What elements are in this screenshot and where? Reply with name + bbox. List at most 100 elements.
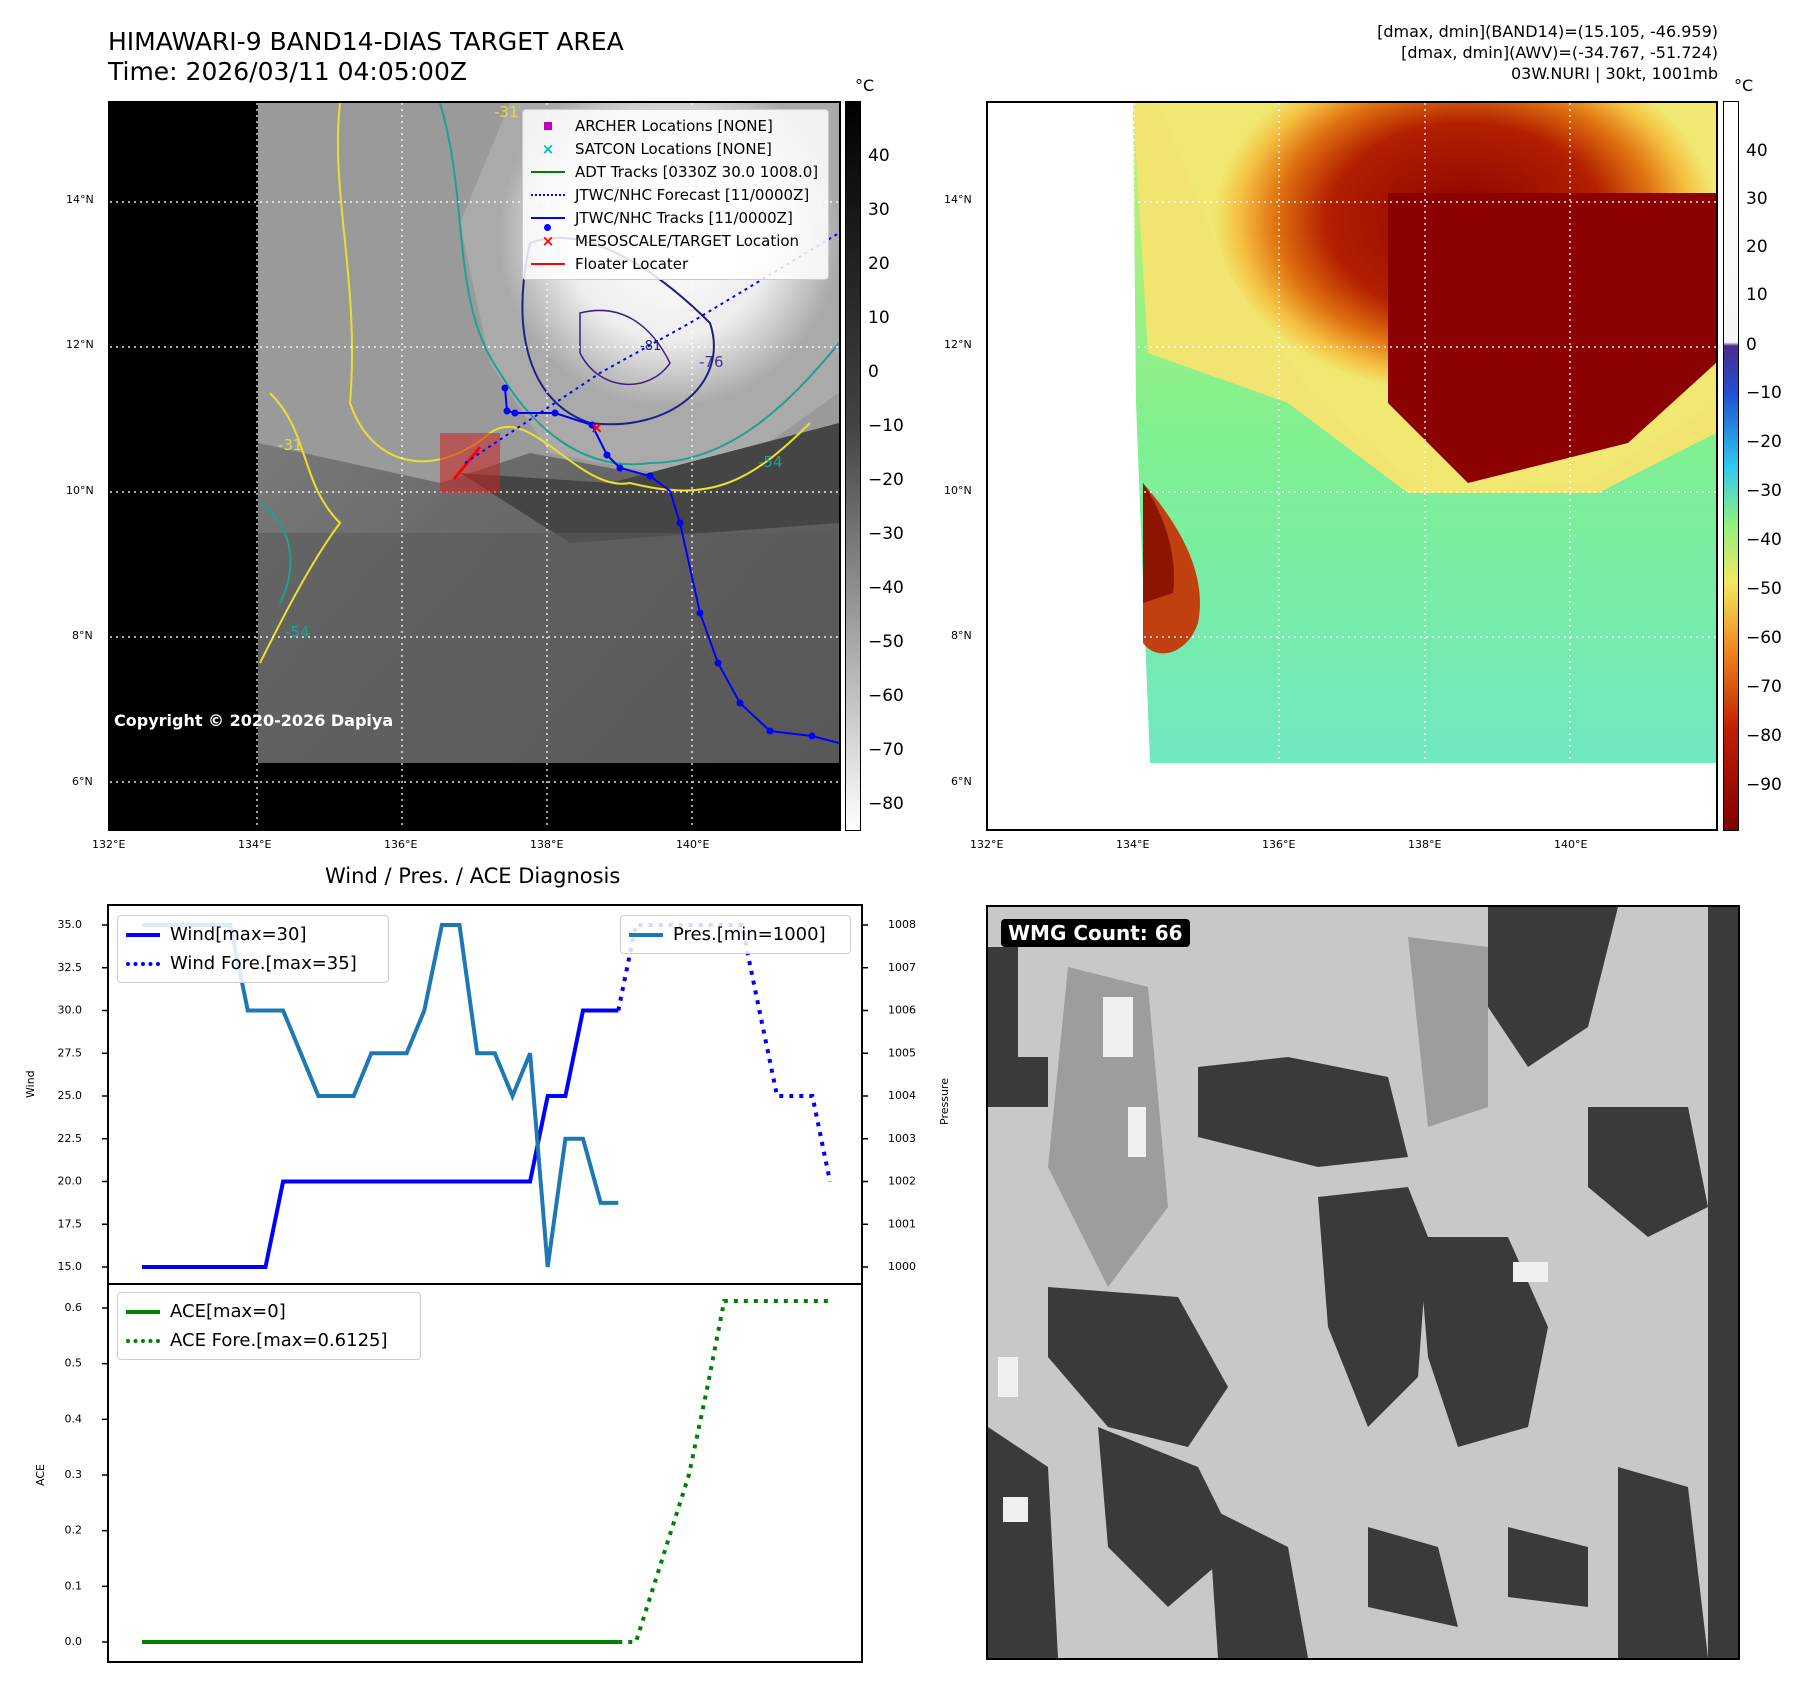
legend-item-satcon: × SATCON Locations [NONE] (531, 137, 820, 160)
legend-item-tracks: JTWC/NHC Tracks [11/0000Z] (531, 206, 820, 231)
colorbar-tick: −20 (868, 470, 904, 490)
wind-tick-label: 30.0 (58, 1004, 83, 1017)
colorbar-tick: 10 (1746, 285, 1768, 305)
colorbar-tick: −60 (1746, 628, 1782, 648)
colorbar-tick: 20 (868, 254, 890, 274)
wind-tick-label: 20.0 (58, 1175, 83, 1188)
lon-label: 132°E (92, 838, 126, 851)
lat-label: 8°N (72, 629, 93, 642)
diagnosis-title: Wind / Pres. / ACE Diagnosis (325, 864, 621, 888)
ace-axis-label: ACE (34, 1464, 47, 1486)
pressure-tick-label: 1006 (888, 1004, 916, 1017)
legend-item-wind: Wind[max=30] (126, 920, 380, 949)
lon-label: 134°E (238, 838, 272, 851)
colorbar-tick: −40 (868, 578, 904, 598)
pres-legend: Pres.[min=1000] (620, 915, 851, 954)
lon-label: 134°E (1116, 838, 1150, 851)
colorbar-unit: °C (855, 76, 875, 95)
wind-tick-label: 22.5 (58, 1132, 83, 1145)
colorbar-tick: −70 (868, 740, 904, 760)
pressure-tick-label: 1001 (888, 1217, 916, 1230)
info-awv: [dmax, dmin](AWV)=(-34.767, -51.724) (1401, 43, 1718, 62)
ace-legend: ACE[max=0] ACE Fore.[max=0.6125] (117, 1292, 421, 1360)
legend-item-ace: ACE[max=0] (126, 1297, 412, 1326)
colorbar-tick: −50 (1746, 579, 1782, 599)
lat-label: 6°N (951, 775, 972, 788)
colorbar-tick: −30 (868, 524, 904, 544)
line-icon (531, 262, 565, 265)
colorbar-awv (1723, 101, 1739, 831)
info-storm: 03W.NURI | 30kt, 1001mb (1510, 64, 1718, 83)
ace-tick-label: 0.1 (65, 1579, 83, 1592)
figure-time: Time: 2026/03/11 04:05:00Z (108, 57, 467, 86)
pressure-tick-label: 1008 (888, 918, 916, 931)
line-icon (531, 170, 565, 173)
awv-map-panel (986, 101, 1718, 831)
legend-item-wind-fore: Wind Fore.[max=35] (126, 949, 380, 978)
legend-label: JTWC/NHC Tracks [11/0000Z] (575, 208, 793, 227)
lat-label: 10°N (944, 484, 972, 497)
colorbar-tick: 0 (1746, 335, 1757, 355)
legend-label: ACE Fore.[max=0.6125] (170, 1330, 388, 1351)
line-icon (629, 932, 663, 937)
colorbar-tick: −80 (868, 794, 904, 814)
colorbar-tick: 30 (1746, 189, 1768, 209)
contour-label: -81 (640, 339, 662, 354)
colorbar-tick: 20 (1746, 237, 1768, 257)
dotted-line-icon (126, 1338, 160, 1343)
square-icon (531, 121, 565, 130)
lon-label: 140°E (676, 838, 710, 851)
wind-tick-label: 15.0 (58, 1260, 83, 1273)
legend-label: JTWC/NHC Forecast [11/0000Z] (575, 185, 810, 204)
colorbar-tick: −10 (1746, 383, 1782, 403)
pressure-tick-label: 1000 (888, 1260, 916, 1273)
lon-label: 136°E (1262, 838, 1296, 851)
legend-label: Wind[max=30] (170, 924, 307, 945)
ace-tick-label: 0.0 (65, 1635, 83, 1648)
wmg-panel: WMG Count: 66 (986, 905, 1740, 1660)
x-icon: × (541, 139, 555, 158)
ace-tick-label: 0.3 (65, 1468, 83, 1481)
ace-forecast-line (618, 1299, 830, 1644)
legend-label: Wind Fore.[max=35] (170, 953, 357, 974)
legend-label: Floater Locater (575, 254, 689, 273)
line-dot-icon (531, 216, 565, 231)
legend-label: ARCHER Locations [NONE] (575, 116, 773, 135)
lon-label: 138°E (530, 838, 564, 851)
contour-label: -31 (494, 103, 519, 121)
ace-tick-label: 0.4 (65, 1412, 83, 1425)
lon-label: 132°E (970, 838, 1004, 851)
wind-tick-label: 17.5 (58, 1217, 83, 1230)
line-icon (126, 1309, 160, 1314)
pressure-axis-label: Pressure (938, 1078, 951, 1125)
lat-label: 6°N (72, 775, 93, 788)
wind-legend: Wind[max=30] Wind Fore.[max=35] (117, 915, 389, 983)
line-icon (126, 932, 160, 937)
ace-tick-label: 0.6 (65, 1301, 83, 1314)
colorbar-tick: 40 (1746, 141, 1768, 161)
pressure-tick-label: 1005 (888, 1046, 916, 1059)
wind-axis-label: Wind (24, 1070, 37, 1098)
lon-label: 138°E (1408, 838, 1442, 851)
colorbar-tick: 40 (868, 146, 890, 166)
colorbar-unit: °C (1734, 76, 1754, 95)
wind-tick-label: 25.0 (58, 1089, 83, 1102)
info-band14: [dmax, dmin](BAND14)=(15.105, -46.959) (1377, 22, 1718, 41)
colorbar-tick: −90 (1746, 775, 1782, 795)
legend-item-pres: Pres.[min=1000] (629, 920, 842, 949)
dotted-line-icon (531, 193, 565, 196)
wind-tick-label: 32.5 (58, 961, 83, 974)
contour-label: -54 (758, 453, 783, 471)
ace-tick-label: 0.2 (65, 1524, 83, 1537)
lat-label: 14°N (66, 193, 94, 206)
colorbar-tick: −10 (868, 416, 904, 436)
wmg-image (988, 907, 1738, 1658)
legend-item-ace-fore: ACE Fore.[max=0.6125] (126, 1326, 412, 1355)
lon-label: 136°E (384, 838, 418, 851)
diagnosis-chart: 35.0 32.5 30.0 27.5 25.0 22.5 20.0 17.5 15.0 1008… (58, 904, 916, 1663)
pressure-tick-label: 1004 (888, 1089, 916, 1102)
wind-tick-label: 35.0 (58, 918, 83, 931)
diagnosis-frame (107, 904, 863, 1663)
legend-item-archer: ARCHER Locations [NONE] (531, 114, 820, 137)
lat-label: 10°N (66, 484, 94, 497)
